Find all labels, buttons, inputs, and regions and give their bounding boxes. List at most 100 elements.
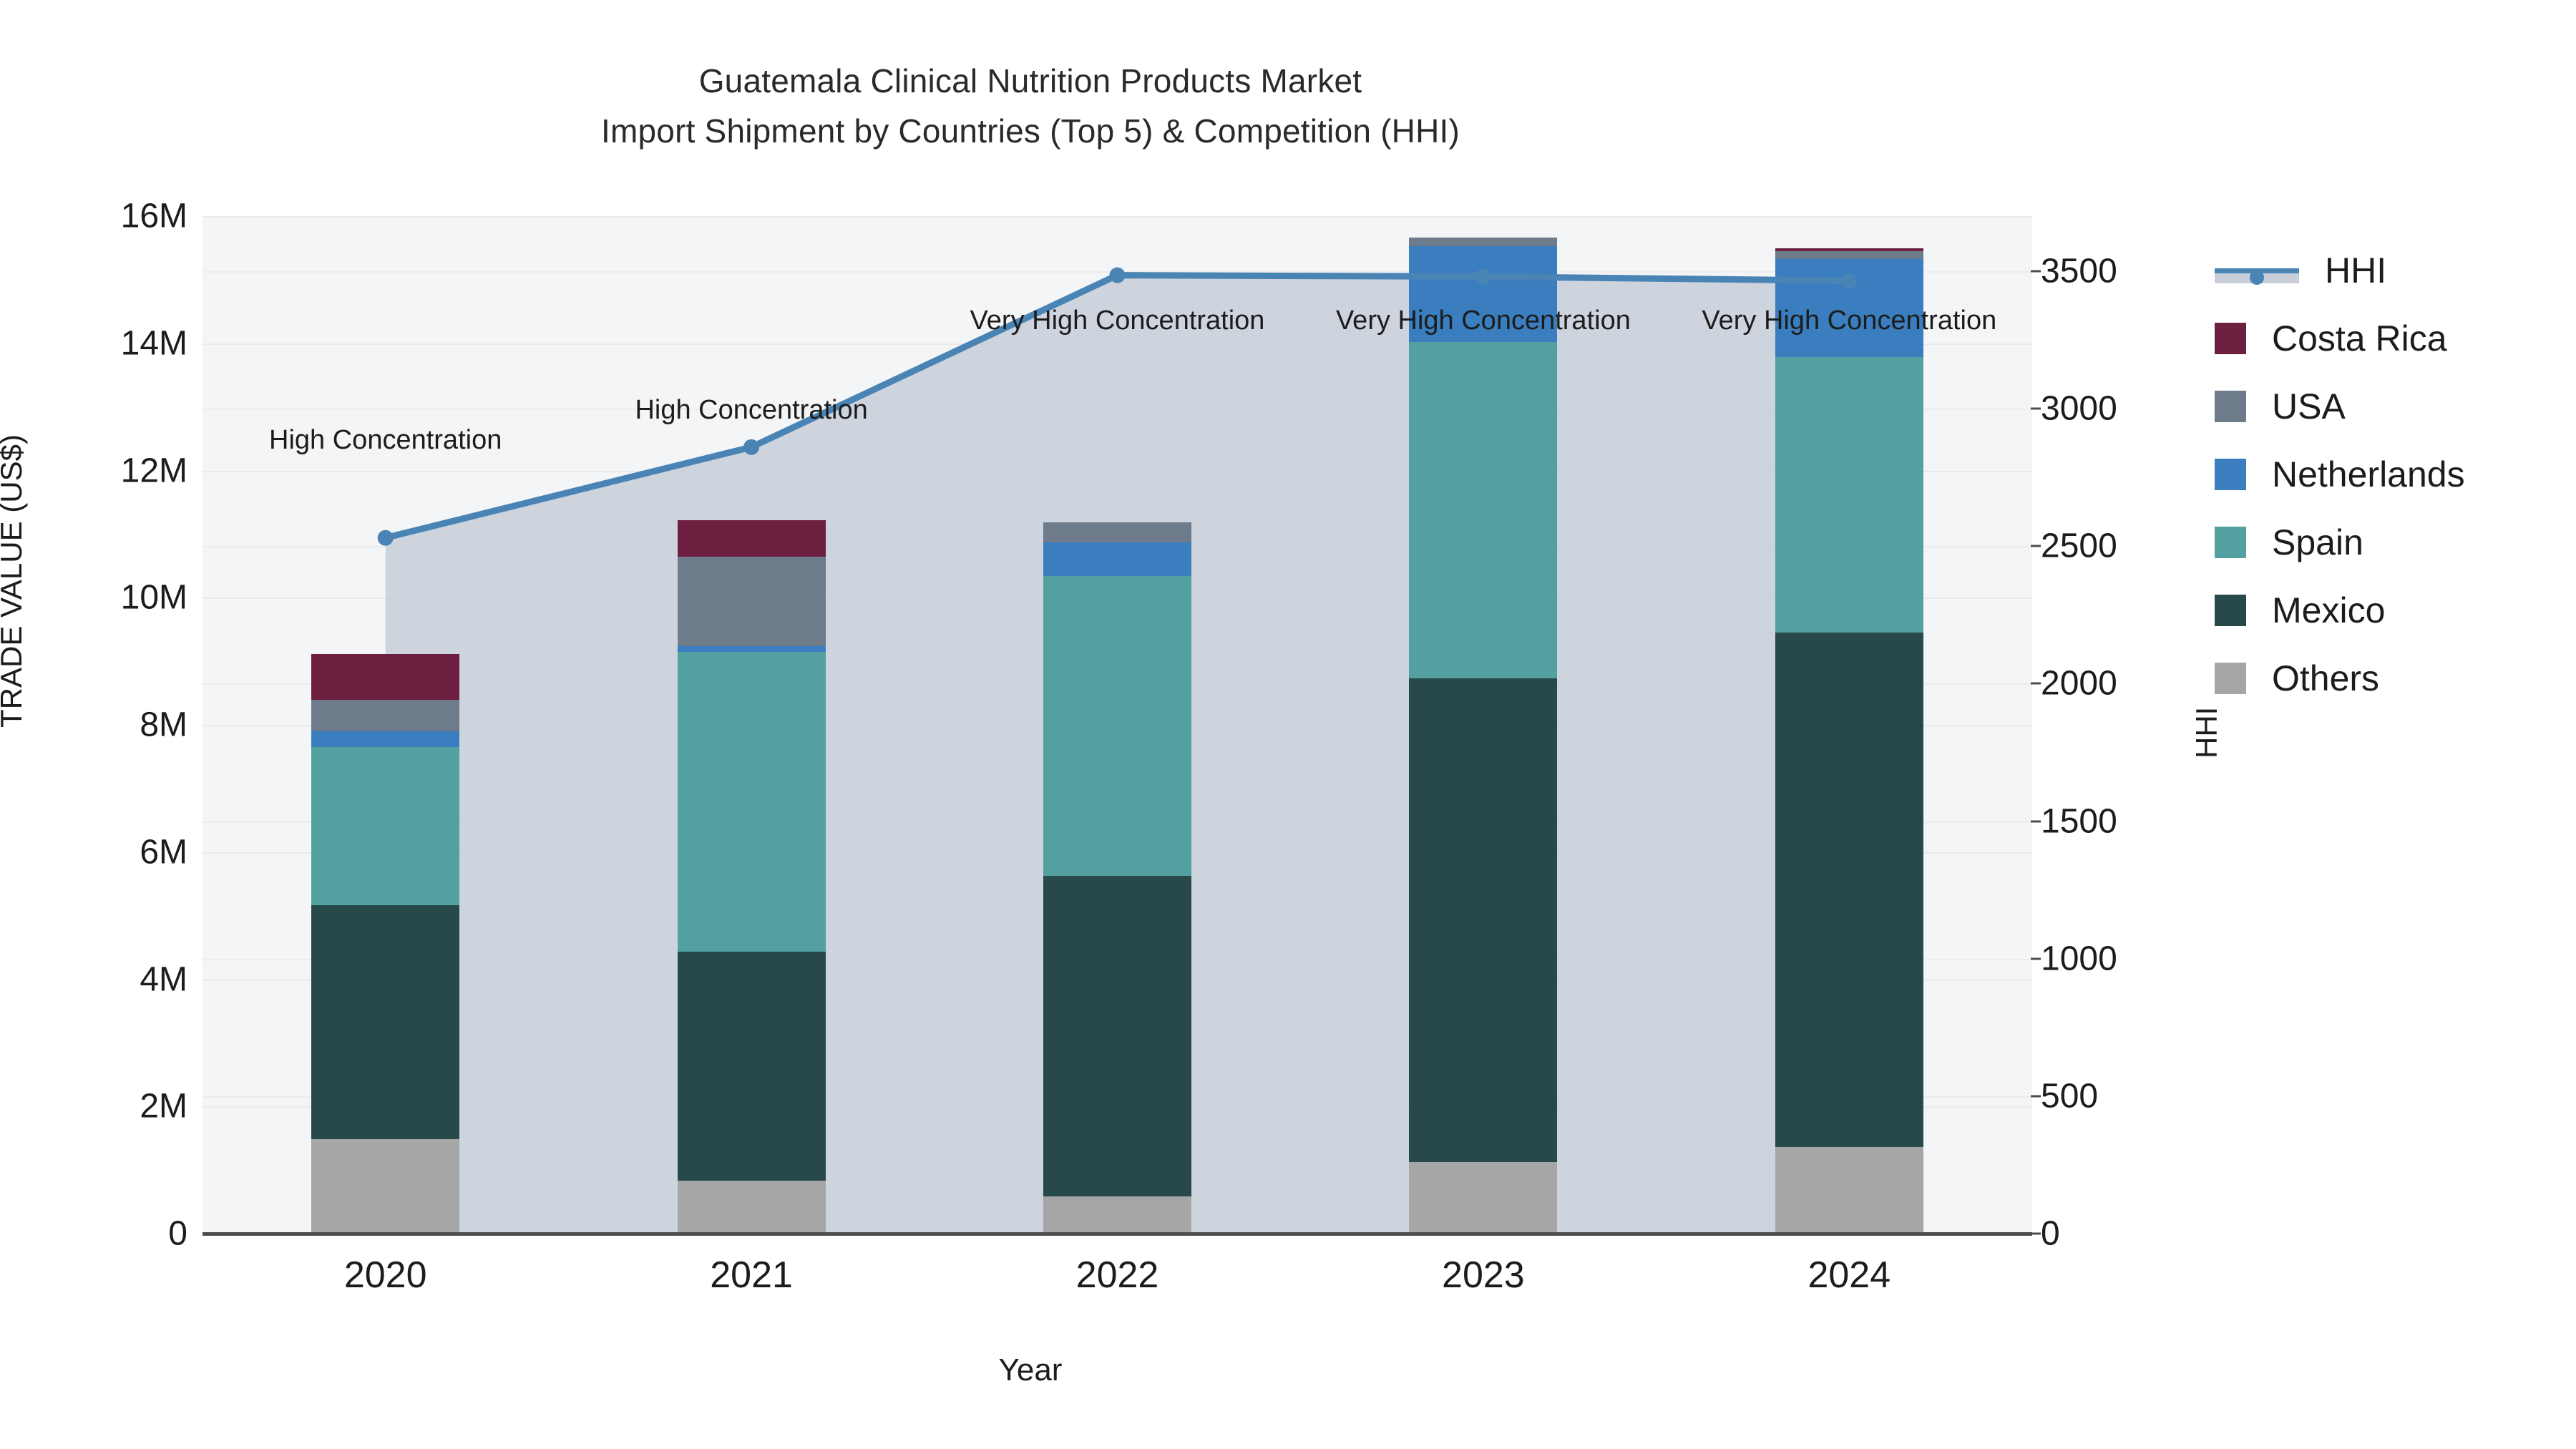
y-tick-mark-right: [2031, 270, 2041, 273]
y-tick-right-1000: 1000: [2041, 940, 2117, 978]
title-line-2: Import Shipment by Countries (Top 5) & C…: [601, 112, 1460, 150]
bar-segment-usa[interactable]: [677, 556, 826, 646]
hhi-marker-2023[interactable]: [1475, 268, 1491, 285]
bar-segment-others[interactable]: [1043, 1196, 1191, 1234]
legend-label: Netherlands: [2272, 454, 2465, 494]
bar-segment-netherlands[interactable]: [1409, 245, 1558, 342]
legend-label: Mexico: [2272, 590, 2386, 630]
x-axis-line: [203, 1232, 2032, 1236]
y-axis-right-title: HHI: [2190, 706, 2223, 758]
y-tick-left-2M: 2M: [140, 1087, 187, 1126]
x-tick-2023: 2023: [1442, 1254, 1525, 1296]
legend-label: HHI: [2325, 250, 2387, 291]
y-tick-right-3000: 3000: [2041, 389, 2117, 428]
y-axis-left-ticks: 0 2M 4M 6M 8M 10M 12M 14M 16M: [0, 0, 187, 1449]
legend-swatch-icon: [2215, 662, 2246, 694]
legend-item-spain[interactable]: Spain: [2215, 508, 2572, 576]
legend-label: Costa Rica: [2272, 318, 2447, 358]
x-axis-title: Year: [998, 1352, 1063, 1387]
bar-2022[interactable]: [1043, 522, 1191, 1234]
bar-2023[interactable]: [1409, 238, 1558, 1234]
legend-swatch-icon: [2215, 458, 2246, 490]
annotation-2020: High Concentration: [269, 425, 502, 455]
hhi-marker-2021[interactable]: [743, 439, 760, 455]
bar-segment-usa[interactable]: [1775, 250, 1923, 260]
hhi-marker-2020[interactable]: [377, 530, 394, 546]
legend-swatch-icon: [2215, 322, 2246, 354]
legend-item-hhi[interactable]: HHI: [2215, 236, 2572, 304]
bar-segment-mexico[interactable]: [1775, 633, 1923, 1148]
bar-segment-costa-rica[interactable]: [1775, 248, 1923, 251]
bar-segment-others[interactable]: [311, 1138, 460, 1234]
bar-segment-netherlands[interactable]: [677, 645, 826, 652]
y-tick-left-6M: 6M: [140, 833, 187, 872]
bar-2021[interactable]: [677, 519, 826, 1234]
bar-segment-mexico[interactable]: [677, 952, 826, 1181]
title-line-1: Guatemala Clinical Nutrition Products Ma…: [698, 62, 1362, 99]
bar-segment-others[interactable]: [1775, 1147, 1923, 1234]
y-tick-right-2500: 2500: [2041, 527, 2117, 565]
bar-segment-netherlands[interactable]: [311, 731, 460, 748]
x-tick-2024: 2024: [1807, 1254, 1891, 1296]
bar-segment-mexico[interactable]: [311, 904, 460, 1139]
bar-segment-spain[interactable]: [311, 747, 460, 905]
legend: HHI Costa Rica USA Netherlands Spain Mexico Ot…: [2215, 236, 2572, 712]
legend-line-marker-icon: [2215, 255, 2299, 286]
x-tick-2022: 2022: [1075, 1254, 1159, 1296]
y-tick-left-10M: 10M: [120, 578, 187, 617]
hhi-line-overlay: [377, 267, 1858, 546]
legend-swatch-icon: [2215, 390, 2246, 422]
bar-segment-others[interactable]: [1409, 1161, 1558, 1234]
y-tick-left-16M: 16M: [120, 197, 187, 235]
bar-segment-spain[interactable]: [677, 651, 826, 952]
gridline: [203, 216, 2032, 218]
x-tick-2020: 2020: [343, 1254, 427, 1296]
y-tick-mark-right: [2031, 820, 2041, 822]
chart-title: Guatemala Clinical Nutrition Products Ma…: [0, 56, 2061, 156]
y-tick-right-3500: 3500: [2041, 252, 2117, 291]
bar-segment-spain[interactable]: [1043, 576, 1191, 876]
y-axis-right-ticks: 0 500 1000 1500 2000 2500 3000 3500: [2031, 0, 2227, 1449]
y-tick-left-4M: 4M: [140, 960, 187, 998]
annotation-2023: Very High Concentration: [1335, 306, 1631, 336]
y-tick-mark-right: [2031, 957, 2041, 960]
bar-segment-mexico[interactable]: [1409, 678, 1558, 1162]
y-tick-right-0: 0: [2041, 1214, 2060, 1253]
y-tick-mark-right: [2031, 682, 2041, 685]
legend-item-costa-rica[interactable]: Costa Rica: [2215, 304, 2572, 372]
legend-label: Spain: [2272, 522, 2363, 562]
legend-item-others[interactable]: Others: [2215, 644, 2572, 712]
y-tick-mark-right: [2031, 407, 2041, 410]
bar-segment-spain[interactable]: [1775, 357, 1923, 633]
bar-segment-others[interactable]: [677, 1181, 826, 1234]
bar-segment-costa-rica[interactable]: [677, 519, 826, 557]
plot-area: [203, 216, 2032, 1234]
y-tick-left-14M: 14M: [120, 324, 187, 363]
bar-2024[interactable]: [1775, 248, 1923, 1234]
legend-item-netherlands[interactable]: Netherlands: [2215, 440, 2572, 508]
y-tick-left-0: 0: [168, 1214, 187, 1253]
y-tick-right-1500: 1500: [2041, 802, 2117, 840]
bar-segment-usa[interactable]: [1409, 238, 1558, 246]
legend-swatch-icon: [2215, 526, 2246, 558]
bar-segment-netherlands[interactable]: [1043, 542, 1191, 577]
bar-2020[interactable]: [311, 654, 460, 1234]
legend-label: Others: [2272, 658, 2380, 698]
y-tick-mark-right: [2031, 1232, 2041, 1235]
bar-segment-spain[interactable]: [1409, 342, 1558, 679]
annotation-2022: Very High Concentration: [970, 306, 1265, 336]
hhi-marker-2024[interactable]: [1841, 273, 1858, 289]
y-tick-right-2000: 2000: [2041, 664, 2117, 703]
bar-segment-mexico[interactable]: [1043, 875, 1191, 1196]
bar-segment-usa[interactable]: [1043, 522, 1191, 542]
legend-item-usa[interactable]: USA: [2215, 372, 2572, 440]
bar-segment-costa-rica[interactable]: [311, 654, 460, 701]
y-axis-left-title: TRADE VALUE (US$): [0, 434, 28, 728]
hhi-marker-2022[interactable]: [1109, 267, 1126, 283]
bar-segment-usa[interactable]: [311, 700, 460, 731]
legend-label: USA: [2272, 386, 2346, 426]
y-tick-left-12M: 12M: [120, 452, 187, 489]
legend-item-mexico[interactable]: Mexico: [2215, 576, 2572, 644]
y-tick-left-8M: 8M: [140, 706, 187, 744]
